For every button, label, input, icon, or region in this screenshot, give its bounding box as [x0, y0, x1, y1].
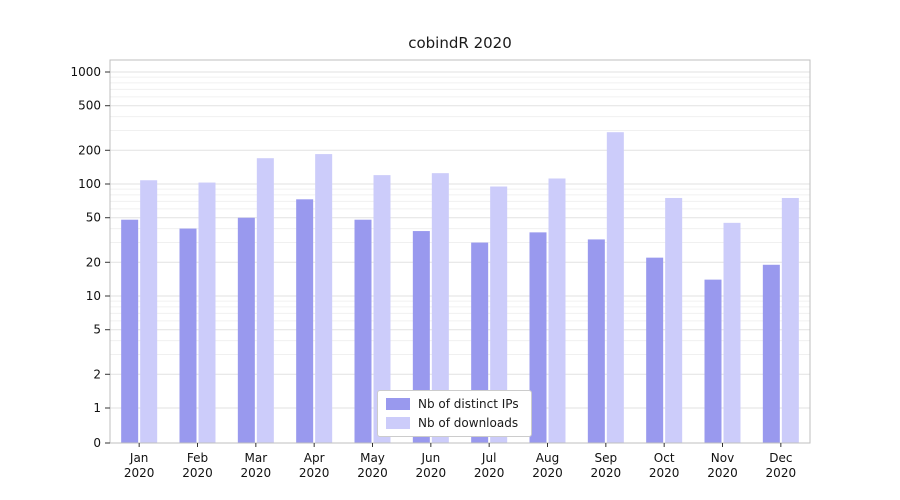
plot-border: [109, 59, 811, 444]
legend-item-downloads: Nb of downloads: [386, 416, 519, 430]
legend-label-downloads: Nb of downloads: [418, 416, 519, 430]
bar-nb-of-downloads-may-2020: [373, 175, 391, 443]
x-tick-label: Apr 2020: [299, 451, 330, 480]
x-tick-label: Feb 2020: [182, 451, 213, 480]
x-tick-label: Nov 2020: [707, 451, 738, 480]
bar-nb-of-downloads-jan-2020: [140, 180, 158, 444]
y-tick-label: 500: [78, 99, 101, 113]
bar-nb-of-downloads-dec-2020: [781, 197, 799, 443]
x-tick-label: May 2020: [357, 451, 388, 480]
legend-label-distinct-ips: Nb of distinct IPs: [418, 397, 519, 411]
bar-nb-of-distinct-ips-oct-2020: [646, 257, 664, 443]
bar-nb-of-downloads-nov-2020: [723, 222, 741, 443]
y-tick-label: 0: [93, 436, 101, 450]
bar-nb-of-distinct-ips-feb-2020: [179, 228, 197, 443]
bar-nb-of-downloads-aug-2020: [548, 178, 566, 443]
bar-nb-of-distinct-ips-jan-2020: [121, 219, 139, 443]
x-tick-label: Jul 2020: [474, 451, 505, 480]
legend-item-distinct-ips: Nb of distinct IPs: [386, 397, 519, 411]
bar-nb-of-downloads-jun-2020: [431, 173, 449, 444]
y-tick-label: 1: [93, 401, 101, 415]
bar-nb-of-downloads-mar-2020: [256, 158, 274, 443]
x-tick-label: Jan 2020: [124, 451, 155, 480]
bar-nb-of-downloads-oct-2020: [665, 197, 683, 443]
y-tick-label: 1000: [70, 65, 101, 79]
legend: Nb of distinct IPs Nb of downloads: [377, 390, 532, 437]
legend-swatch-downloads: [386, 417, 410, 429]
bar-nb-of-distinct-ips-nov-2020: [704, 279, 722, 443]
x-tick-label: Jun 2020: [416, 451, 447, 480]
bar-nb-of-downloads-feb-2020: [198, 182, 216, 443]
chart-title: cobindR 2020: [408, 34, 512, 52]
y-tick-label: 20: [86, 255, 101, 269]
bar-nb-of-downloads-sep-2020: [606, 132, 624, 443]
bar-nb-of-distinct-ips-aug-2020: [529, 232, 547, 443]
y-tick-label: 2: [93, 367, 101, 381]
bar-nb-of-distinct-ips-sep-2020: [587, 239, 605, 443]
x-tick-label: Sep 2020: [591, 451, 622, 480]
bar-nb-of-distinct-ips-apr-2020: [296, 199, 314, 443]
y-tick-label: 200: [78, 143, 101, 157]
legend-swatch-distinct-ips: [386, 398, 410, 410]
x-tick-label: Aug 2020: [532, 451, 563, 480]
x-tick-label: Dec 2020: [766, 451, 797, 480]
y-tick-label: 10: [86, 289, 101, 303]
y-tick-label: 50: [86, 211, 101, 225]
x-tick-label: Mar 2020: [241, 451, 272, 480]
y-tick-label: 100: [78, 177, 101, 191]
x-tick-label: Oct 2020: [649, 451, 680, 480]
bar-nb-of-distinct-ips-dec-2020: [762, 264, 780, 443]
bar-nb-of-downloads-apr-2020: [315, 154, 333, 443]
bar-nb-of-downloads-jul-2020: [490, 186, 508, 444]
bar-nb-of-distinct-ips-may-2020: [354, 219, 372, 443]
y-tick-label: 5: [93, 323, 101, 337]
bar-nb-of-distinct-ips-mar-2020: [237, 217, 255, 443]
